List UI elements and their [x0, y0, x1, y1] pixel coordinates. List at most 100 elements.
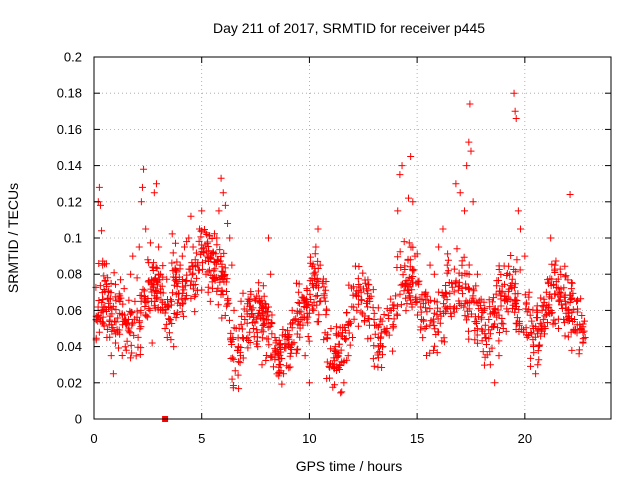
- data-point-mark: [230, 355, 238, 363]
- data-point-mark: [134, 333, 142, 341]
- data-point-mark: [310, 306, 318, 314]
- data-point: [95, 296, 103, 304]
- data-point-mark: [364, 287, 372, 295]
- data-point: [237, 320, 245, 328]
- data-point: [264, 323, 272, 331]
- data-point-mark: [249, 313, 257, 321]
- data-point-mark: [396, 290, 404, 298]
- data-point-mark: [149, 264, 157, 272]
- data-point-mark: [313, 291, 321, 299]
- data-point-mark: [98, 318, 106, 326]
- data-point: [144, 295, 152, 303]
- data-point: [344, 322, 352, 330]
- data-point: [292, 349, 300, 357]
- data-point: [411, 295, 419, 303]
- data-point-mark: [111, 293, 119, 301]
- data-point: [117, 276, 125, 284]
- data-point-mark: [354, 275, 362, 283]
- data-point: [194, 266, 202, 274]
- data-point-mark: [355, 287, 363, 295]
- data-point-mark: [486, 348, 494, 356]
- data-point: [281, 333, 289, 341]
- data-point-mark: [554, 291, 562, 299]
- data-point-mark: [316, 298, 324, 306]
- data-point-mark: [112, 318, 120, 326]
- data-point-mark: [135, 317, 143, 325]
- data-point: [449, 305, 457, 313]
- data-point-mark: [107, 352, 115, 360]
- data-point: [309, 305, 317, 313]
- data-point: [359, 269, 367, 277]
- data-point-mark: [158, 282, 166, 290]
- data-point-mark: [360, 316, 368, 324]
- data-point-mark: [336, 324, 344, 332]
- data-point-mark: [114, 344, 122, 352]
- data-point: [189, 281, 197, 289]
- data-point-mark: [407, 296, 415, 304]
- data-point-mark: [238, 325, 246, 333]
- data-point: [170, 310, 178, 318]
- data-point: [272, 346, 280, 354]
- data-point: [110, 269, 118, 277]
- data-point-mark: [144, 295, 152, 303]
- data-point-mark: [268, 311, 276, 319]
- data-point: [358, 296, 366, 304]
- data-point: [490, 294, 498, 302]
- data-point: [543, 319, 551, 327]
- data-point-mark: [117, 276, 125, 284]
- data-point: [551, 290, 559, 298]
- data-point-mark: [168, 320, 176, 328]
- data-point: [322, 278, 330, 286]
- data-point: [257, 304, 265, 312]
- data-point-mark: [405, 239, 413, 247]
- data-point-mark: [465, 285, 473, 293]
- data-point-mark: [426, 296, 434, 304]
- data-point-mark: [410, 266, 418, 274]
- x-tick-label: 5: [198, 431, 205, 446]
- data-point-mark: [411, 295, 419, 303]
- data-point-mark: [408, 265, 416, 273]
- data-point-mark: [513, 256, 521, 264]
- data-point: [477, 295, 485, 303]
- data-point-mark: [443, 296, 451, 304]
- data-point: [228, 340, 236, 348]
- data-point: [336, 362, 344, 370]
- data-point-mark: [514, 207, 522, 215]
- data-point: [115, 290, 123, 298]
- data-point: [268, 311, 276, 319]
- data-point: [153, 264, 161, 272]
- data-point: [508, 283, 516, 291]
- data-point-mark: [253, 328, 261, 336]
- data-point-mark: [170, 343, 178, 351]
- data-point-mark: [355, 300, 363, 308]
- data-point: [293, 307, 301, 315]
- data-point: [407, 243, 415, 251]
- data-point-mark: [562, 272, 570, 280]
- data-point-mark: [115, 290, 123, 298]
- data-point-mark: [315, 311, 323, 319]
- data-point: [146, 306, 154, 314]
- data-point: [494, 324, 502, 332]
- data-point-mark: [260, 320, 268, 328]
- data-point-mark: [374, 343, 382, 351]
- data-point-mark: [246, 328, 254, 336]
- data-point-mark: [104, 295, 112, 303]
- data-point: [185, 234, 193, 242]
- data-point: [213, 234, 221, 242]
- data-point: [235, 358, 243, 366]
- data-point-mark: [426, 305, 434, 313]
- data-point: [163, 295, 171, 303]
- data-point-mark: [294, 299, 302, 307]
- data-point-mark: [229, 384, 237, 392]
- data-point: [345, 329, 353, 337]
- data-point: [203, 252, 211, 260]
- data-point: [249, 313, 257, 321]
- data-point: [165, 301, 173, 309]
- data-point-mark: [581, 334, 589, 342]
- data-point-mark: [167, 316, 175, 324]
- data-point-mark: [125, 296, 133, 304]
- data-point-mark: [369, 355, 377, 363]
- data-point-mark: [363, 285, 371, 293]
- data-point-mark: [480, 361, 488, 369]
- data-point-mark: [125, 328, 133, 336]
